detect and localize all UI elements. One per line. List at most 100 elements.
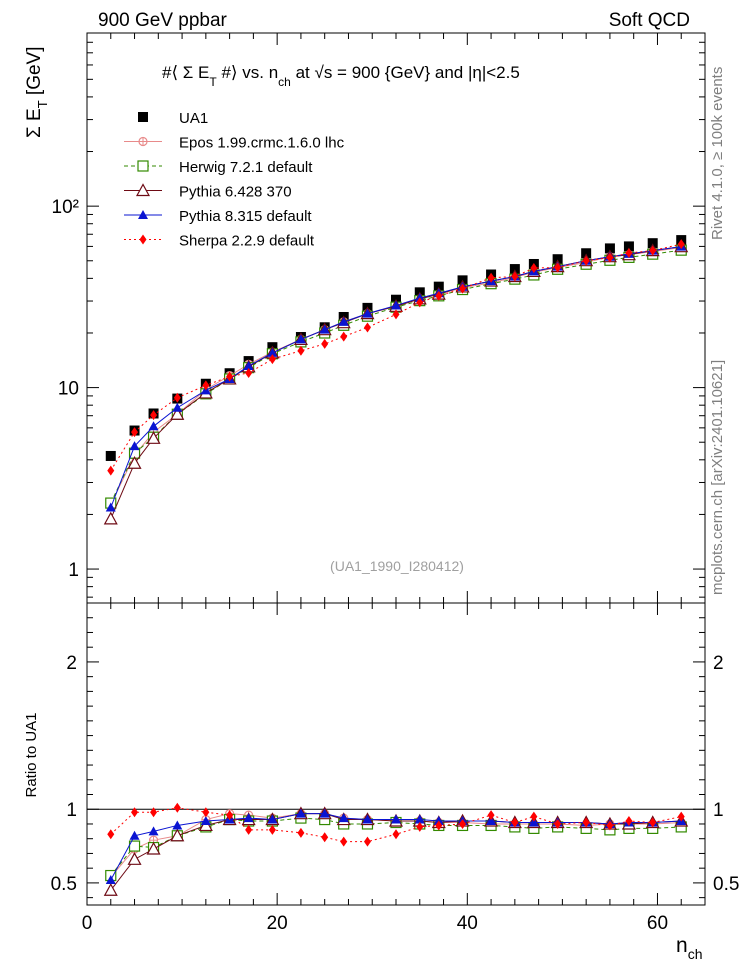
- title-mid: #⟩ vs. n: [217, 63, 278, 82]
- series-5-main-point: [107, 465, 115, 476]
- series-5-ratio-point: [202, 807, 210, 818]
- legend-marker-2: [137, 160, 149, 172]
- series-0-main-point: [433, 281, 444, 292]
- axes-layer: 0 20 40 60 1 10 10² 0.5 0.5 1 1 2 2: [51, 32, 739, 934]
- series-5-main-point: [321, 338, 329, 349]
- series-4-ratio-point: [148, 826, 159, 836]
- series-4-main-point: [172, 402, 183, 412]
- series-4-ratio-point: [200, 816, 211, 826]
- series-5-main-point: [245, 367, 253, 378]
- legend-label-4: Pythia 8.315 default: [179, 208, 312, 225]
- series-5-ratio-point: [297, 827, 305, 838]
- series-1-main-line: [110, 247, 682, 505]
- y-tick-label-ratio-right: 0.5: [713, 874, 739, 895]
- series-4-ratio: [105, 808, 687, 884]
- series-4-main-line: [110, 246, 682, 508]
- ratio-layer: [103, 802, 689, 896]
- series-4-ratio-point: [105, 874, 116, 884]
- legend-label-0: UA1: [179, 110, 208, 127]
- series-5-ratio-point: [226, 810, 234, 821]
- series-5-main-point: [363, 322, 371, 333]
- series-5-ratio-point: [435, 820, 443, 831]
- series-3-main-point: [146, 431, 161, 444]
- series-0-main-point: [581, 248, 592, 259]
- series-5-ratio-point: [530, 811, 538, 822]
- series-5-main-point: [435, 290, 443, 301]
- x-axis-label: nch: [676, 934, 702, 962]
- series-5-ratio-point: [150, 807, 158, 818]
- series-5-main-point: [606, 252, 614, 263]
- title-at: at: [291, 63, 315, 82]
- series-0-main: [105, 235, 687, 461]
- series-5-ratio-point: [554, 818, 562, 829]
- title-sqrt: √s: [314, 63, 332, 82]
- series-5-main-point: [131, 427, 139, 438]
- series-0-main-point: [647, 238, 658, 249]
- series-0-main-point: [604, 243, 615, 254]
- series-4-main-point: [243, 360, 254, 370]
- y-label-main-unit: [GeV]: [24, 46, 45, 100]
- header-left: 900 GeV ppbar: [98, 10, 228, 31]
- series-4-ratio-point: [267, 814, 278, 824]
- title-suffix: = 900 {GeV} and |η|<2.5: [332, 63, 520, 82]
- series-5-main-point: [173, 392, 181, 403]
- series-5-ratio-point: [459, 818, 467, 829]
- main-data-layer: [103, 235, 689, 525]
- series-5-main-point: [511, 271, 519, 282]
- y-axis-label-ratio: Ratio to UA1: [23, 712, 40, 797]
- series-4-ratio-point: [243, 813, 254, 823]
- y-tick-label-ratio: 0.5: [51, 874, 77, 895]
- legend-marker-5: [139, 234, 147, 245]
- series-4-main: [105, 241, 687, 512]
- series-5-ratio-point: [625, 816, 633, 827]
- series-4-ratio-point: [338, 813, 349, 823]
- chart-title: #⟨ Σ ET #⟩ vs. nch at √s = 900 {GeV} and…: [162, 63, 520, 89]
- series-4-ratio-point: [172, 820, 183, 830]
- series-5-main-point: [459, 283, 467, 294]
- series-2-main: [105, 244, 687, 509]
- series-5-main-point: [554, 262, 562, 273]
- series-5-ratio-point: [131, 807, 139, 818]
- series-1-main: [106, 242, 686, 510]
- series-4-main-point: [338, 316, 349, 326]
- series-4-main-point: [148, 421, 159, 431]
- series-5-main-point: [677, 239, 685, 250]
- series-5-main-point: [625, 247, 633, 258]
- series-5-ratio-point: [268, 824, 276, 835]
- series-4-ratio-point: [414, 814, 425, 824]
- series-0-main-point: [623, 241, 634, 252]
- series-4-main-point: [129, 441, 140, 451]
- series-5-main-point: [392, 309, 400, 320]
- header-right: Soft QCD: [609, 10, 690, 31]
- series-4-ratio-point: [129, 830, 140, 840]
- x-label-sub: ch: [688, 946, 703, 962]
- series-5-main-point: [530, 263, 538, 274]
- x-tick-label: 0: [82, 913, 93, 934]
- y-tick-label-main: 1: [68, 560, 79, 581]
- title-prefix: #⟨ Σ E: [162, 63, 209, 82]
- x-tick-label: 20: [267, 913, 288, 934]
- series-5-main-point: [150, 410, 158, 421]
- series-4-main-point: [267, 347, 278, 357]
- y-tick-label-ratio: 1: [66, 800, 77, 821]
- series-5-main-point: [268, 354, 276, 365]
- legend-marker-3: [135, 183, 151, 197]
- series-5-main-point: [416, 297, 424, 308]
- series-5-ratio-point: [677, 811, 685, 822]
- y-label-main-sub: T: [35, 100, 50, 108]
- x-tick-label: 60: [647, 913, 668, 934]
- x-tick-label: 40: [457, 913, 478, 934]
- series-3-ratio-point: [127, 852, 142, 865]
- series-4-main-point: [391, 300, 401, 310]
- series-2-main-line: [110, 249, 682, 504]
- series-3-ratio-point: [103, 883, 118, 896]
- series-0-main-point: [105, 450, 116, 461]
- legend-marker-0: [138, 112, 148, 122]
- series-5-ratio-point: [649, 817, 657, 828]
- series-4-main-point: [105, 502, 116, 512]
- y-tick-label-ratio: 2: [66, 653, 77, 674]
- legend-label-2: Herwig 7.2.1 default: [179, 159, 313, 176]
- legend-marker-4: [138, 210, 148, 219]
- legend-label-1: Epos 1.99.crmc.1.6.0 lhc: [179, 135, 345, 152]
